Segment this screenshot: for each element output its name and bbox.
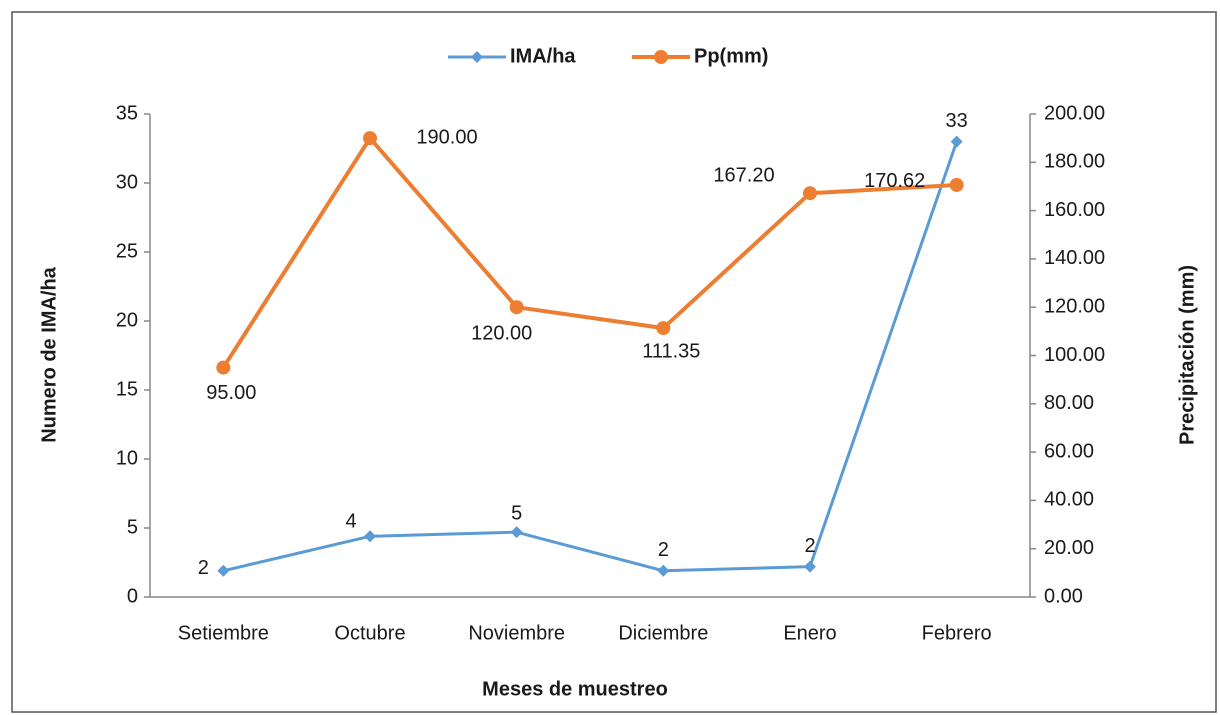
point-marker (217, 564, 230, 577)
point-marker (509, 300, 524, 315)
data-label: 167.20 (713, 164, 774, 186)
y2-tick-label: 80.00 (1044, 392, 1094, 414)
legend-marker (471, 51, 483, 63)
data-label: 190.00 (416, 126, 477, 148)
point-marker (216, 360, 231, 375)
point-marker (656, 321, 671, 336)
y2-tick-label: 0.00 (1044, 585, 1083, 607)
x-tick-label: Noviembre (468, 622, 565, 644)
y2-axis-title: Precipitación (mm) (1176, 265, 1198, 445)
y-tick-label: 10 (116, 447, 138, 469)
chart-border (11, 11, 1217, 713)
y2-tick-label: 200.00 (1044, 102, 1105, 124)
x-tick-label: Diciembre (618, 622, 708, 644)
point-marker (804, 560, 816, 573)
y2-tick-label: 40.00 (1044, 489, 1094, 511)
data-label: 95.00 (206, 382, 256, 404)
y-tick-label: 15 (116, 378, 138, 400)
legend-label: IMA/ha (510, 45, 576, 67)
data-label: 170.62 (864, 170, 925, 192)
y-tick-label: 20 (116, 309, 138, 331)
x-tick-label: Octubre (334, 622, 405, 644)
data-label: 2 (658, 539, 669, 561)
legend-label: Pp(mm) (694, 45, 768, 67)
y2-tick-label: 140.00 (1044, 247, 1105, 269)
x-axis-title: Meses de muestreo (482, 678, 668, 700)
data-label: 2 (804, 535, 815, 557)
y2-tick-label: 160.00 (1044, 199, 1105, 221)
y2-tick-label: 20.00 (1044, 537, 1094, 559)
y-axis-title: Numero de IMA/ha (38, 266, 60, 442)
y-tick-label: 35 (116, 102, 138, 124)
x-tick-label: Enero (783, 622, 836, 644)
point-marker (950, 135, 963, 148)
series-line (221, 136, 957, 369)
point-marker (657, 564, 670, 577)
data-label: 4 (345, 511, 356, 533)
y2-tick-label: 120.00 (1044, 295, 1105, 317)
data-label: 120.00 (471, 322, 532, 344)
point-marker (803, 186, 817, 201)
point-marker (510, 526, 523, 539)
y-tick-label: 0 (127, 585, 138, 607)
x-tick-label: Setiembre (178, 622, 269, 644)
point-marker (364, 530, 376, 543)
point-marker (949, 177, 964, 192)
data-label: 111.35 (642, 340, 700, 362)
data-label: 5 (511, 502, 522, 524)
data-label: 33 (946, 110, 968, 132)
series-line (222, 141, 959, 573)
x-tick-label: Febrero (922, 622, 992, 644)
y2-tick-label: 60.00 (1044, 440, 1094, 462)
y-tick-label: 30 (116, 171, 138, 193)
y-tick-label: 5 (127, 516, 138, 538)
y2-tick-label: 180.00 (1044, 151, 1105, 173)
data-label: 2 (198, 557, 209, 579)
point-marker (363, 131, 377, 146)
y-tick-label: 25 (116, 240, 138, 262)
legend-marker (654, 50, 668, 64)
y2-tick-label: 100.00 (1044, 344, 1105, 366)
